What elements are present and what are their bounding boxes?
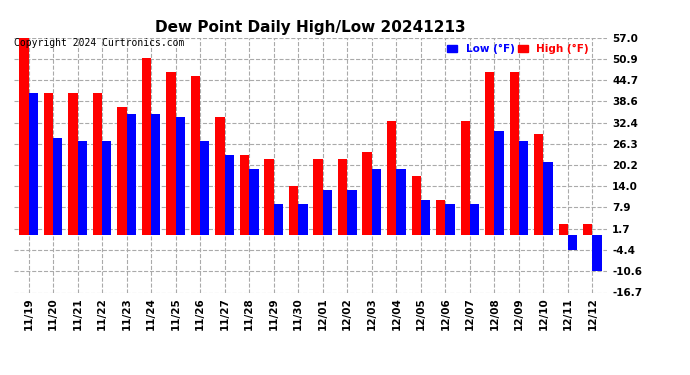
Bar — [495, 131, 504, 235]
Bar — [387, 120, 396, 235]
Bar — [568, 235, 578, 250]
Bar — [445, 204, 455, 235]
Bar — [470, 204, 479, 235]
Bar — [200, 141, 210, 235]
Bar — [142, 58, 151, 235]
Bar — [92, 93, 102, 235]
Bar — [534, 134, 544, 235]
Bar — [102, 141, 111, 235]
Bar — [347, 190, 357, 235]
Bar — [166, 72, 176, 235]
Bar — [215, 117, 225, 235]
Bar — [68, 93, 77, 235]
Bar — [460, 120, 470, 235]
Bar — [289, 186, 298, 235]
Bar — [411, 176, 421, 235]
Bar — [298, 204, 308, 235]
Bar — [274, 204, 283, 235]
Bar — [544, 162, 553, 235]
Bar — [593, 235, 602, 272]
Bar — [151, 114, 161, 235]
Bar — [372, 169, 381, 235]
Bar — [77, 141, 87, 235]
Bar — [485, 72, 495, 235]
Bar — [249, 169, 259, 235]
Bar — [510, 72, 519, 235]
Bar — [240, 155, 249, 235]
Bar — [225, 155, 234, 235]
Bar — [43, 93, 53, 235]
Text: Copyright 2024 Curtronics.com: Copyright 2024 Curtronics.com — [14, 38, 184, 48]
Bar — [313, 159, 323, 235]
Bar — [421, 200, 430, 235]
Bar — [28, 93, 38, 235]
Bar — [519, 141, 529, 235]
Bar — [117, 107, 126, 235]
Bar — [53, 138, 62, 235]
Bar — [264, 159, 274, 235]
Bar — [583, 224, 593, 235]
Bar — [362, 152, 372, 235]
Bar — [338, 159, 347, 235]
Title: Dew Point Daily High/Low 20241213: Dew Point Daily High/Low 20241213 — [155, 20, 466, 35]
Bar — [126, 114, 136, 235]
Bar — [323, 190, 332, 235]
Bar — [191, 75, 200, 235]
Legend: Low (°F), High (°F): Low (°F), High (°F) — [446, 43, 590, 55]
Bar — [176, 117, 185, 235]
Bar — [19, 38, 28, 235]
Bar — [396, 169, 406, 235]
Bar — [559, 224, 568, 235]
Bar — [436, 200, 445, 235]
